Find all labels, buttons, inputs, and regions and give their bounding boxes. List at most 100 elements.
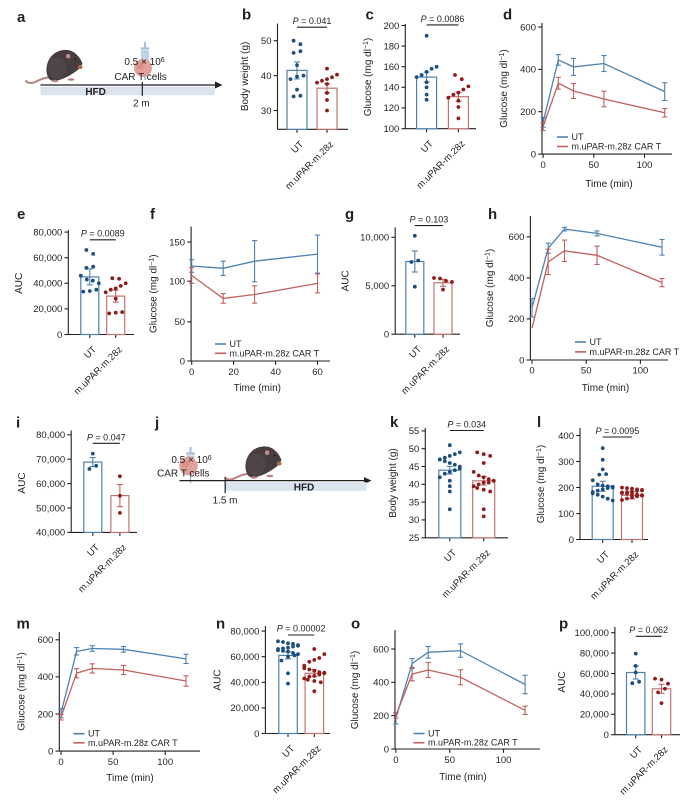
svg-text:a: a [17,9,26,26]
svg-text:P = 0.047: P = 0.047 [87,432,126,442]
svg-text:m.uPAR-m.28z CAR T: m.uPAR-m.28z CAR T [88,738,178,748]
svg-text:n: n [216,616,225,633]
svg-text:0: 0 [531,149,536,160]
svg-text:2 m: 2 m [133,99,150,110]
svg-text:20,000: 20,000 [580,710,609,721]
svg-text:Glucose (mg dl−1): Glucose (mg dl−1) [499,49,510,128]
svg-text:400: 400 [37,672,53,683]
svg-text:200: 200 [383,21,399,32]
svg-text:10,000: 10,000 [360,233,389,244]
svg-text:40: 40 [270,367,281,378]
svg-text:g: g [345,206,354,223]
svg-text:h: h [488,206,497,223]
svg-text:m.uPAR-m.28z CAR T: m.uPAR-m.28z CAR T [572,142,662,152]
svg-text:e: e [17,206,25,223]
svg-text:k: k [390,414,399,431]
svg-text:40,000: 40,000 [230,678,259,689]
svg-text:400: 400 [520,65,536,76]
svg-text:0: 0 [569,535,574,546]
svg-text:20,000: 20,000 [33,304,62,315]
svg-text:0: 0 [529,366,534,377]
svg-text:400: 400 [373,678,389,689]
svg-text:120: 120 [383,103,399,114]
svg-text:0: 0 [189,367,194,378]
svg-text:CAR T cells: CAR T cells [157,468,209,479]
svg-text:300: 300 [558,457,574,468]
svg-text:55: 55 [409,426,420,437]
svg-text:60,000: 60,000 [33,253,62,264]
svg-text:AUC: AUC [14,273,25,294]
svg-text:m.uPAR-m.28z CAR T: m.uPAR-m.28z CAR T [230,348,320,358]
svg-text:100: 100 [496,755,512,766]
svg-text:100: 100 [157,757,173,768]
svg-text:Glucose (mg dl−1): Glucose (mg dl−1) [485,249,496,328]
svg-text:P = 0.00002: P = 0.00002 [277,624,326,634]
svg-text:0: 0 [393,755,398,766]
svg-text:0: 0 [58,757,63,768]
svg-text:0: 0 [604,730,609,741]
svg-text:50,000: 50,000 [36,503,65,514]
svg-text:600: 600 [373,644,389,655]
svg-text:0: 0 [384,744,389,755]
svg-text:40: 40 [409,480,420,491]
svg-text:5,000: 5,000 [365,281,389,292]
svg-text:40,000: 40,000 [36,528,65,539]
svg-text:400: 400 [509,273,525,284]
svg-text:25: 25 [409,533,420,544]
svg-text:Glucose (mg dl−1): Glucose (mg dl−1) [17,652,28,731]
svg-text:l: l [537,414,541,431]
svg-text:Glucose (mg dl−1): Glucose (mg dl−1) [350,651,361,730]
svg-text:Body weight (g): Body weight (g) [388,448,399,517]
svg-text:60,000: 60,000 [580,669,609,680]
svg-text:c: c [366,7,374,24]
svg-text:50: 50 [581,366,592,377]
svg-text:50: 50 [108,757,119,768]
svg-text:70,000: 70,000 [36,455,65,466]
svg-text:Glucose (mg dl−1): Glucose (mg dl−1) [536,445,547,524]
svg-text:50: 50 [409,444,420,455]
svg-text:80,000: 80,000 [36,430,65,441]
svg-text:HFD: HFD [294,483,315,494]
svg-text:Body weight (g): Body weight (g) [240,42,251,111]
svg-text:60: 60 [312,367,323,378]
svg-text:AUC: AUC [212,669,223,690]
svg-text:100: 100 [169,277,185,288]
svg-text:o: o [351,616,360,633]
svg-text:200: 200 [520,107,536,118]
svg-text:P = 0.0089: P = 0.0089 [81,229,125,239]
svg-text:Time (min): Time (min) [582,383,629,394]
svg-text:180: 180 [383,41,399,52]
svg-text:20: 20 [228,367,239,378]
svg-text:Time (min): Time (min) [106,773,153,784]
svg-text:AUC: AUC [341,270,352,291]
svg-text:0: 0 [57,330,62,341]
svg-text:P = 0.103: P = 0.103 [410,214,449,224]
svg-text:Time (min): Time (min) [234,383,281,394]
svg-text:Glucose (mg dl−1): Glucose (mg dl−1) [363,38,374,117]
svg-text:AUC: AUC [557,671,568,692]
svg-text:40,000: 40,000 [580,689,609,700]
svg-text:CAR T cells: CAR T cells [114,72,166,83]
svg-text:0: 0 [384,330,389,341]
svg-text:200: 200 [558,483,574,494]
svg-text:0.5 × 106: 0.5 × 106 [124,57,164,68]
svg-text:400: 400 [558,431,574,442]
svg-text:f: f [150,206,156,223]
svg-text:Time (min): Time (min) [585,179,632,190]
svg-text:Time (min): Time (min) [439,772,486,783]
svg-text:P = 0.034: P = 0.034 [447,420,486,430]
svg-text:0.5 × 106: 0.5 × 106 [171,455,211,466]
svg-text:80,000: 80,000 [33,227,62,238]
svg-text:100: 100 [383,124,399,135]
svg-text:200: 200 [509,314,525,325]
svg-text:UT: UT [88,729,100,739]
svg-text:0: 0 [48,746,53,757]
svg-text:UT: UT [230,339,242,349]
svg-text:50: 50 [444,755,455,766]
svg-text:P = 0.0086: P = 0.0086 [421,14,465,24]
svg-text:60,000: 60,000 [230,652,259,663]
svg-text:j: j [154,415,159,432]
svg-text:80,000: 80,000 [580,648,609,659]
svg-text:P = 0.0095: P = 0.0095 [595,426,639,436]
svg-text:P = 0.062: P = 0.062 [629,625,668,635]
